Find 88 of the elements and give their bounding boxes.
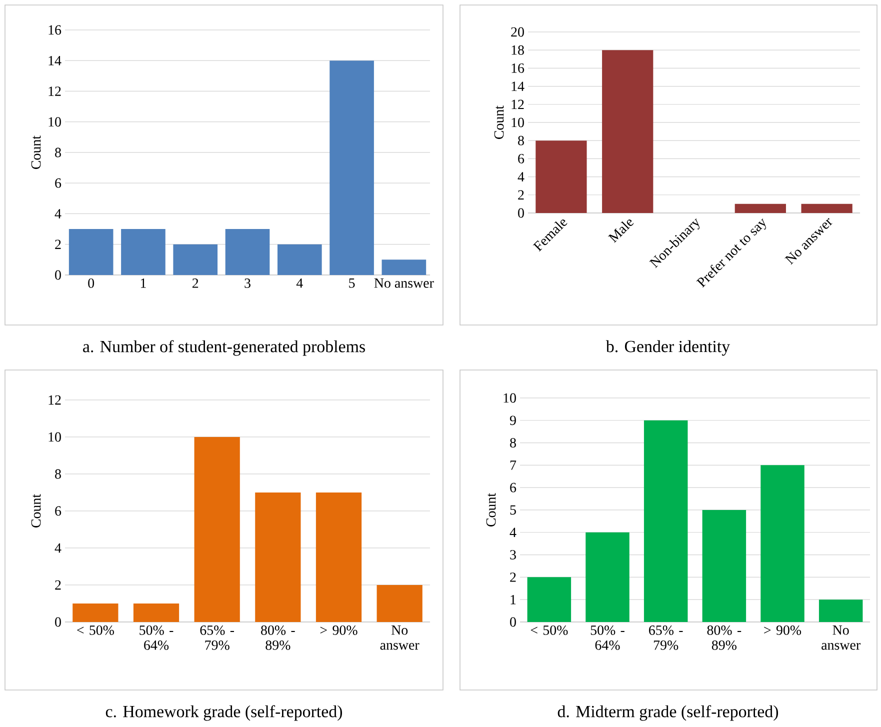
bar	[702, 510, 746, 622]
bar	[121, 229, 166, 275]
bar	[818, 600, 863, 622]
bar	[255, 492, 301, 622]
y-tick-label: 9	[510, 416, 516, 426]
y-tick-label: 20	[511, 27, 524, 37]
text: c. Homework grade (self-reported)	[106, 705, 342, 721]
y-tick-label: 6	[518, 154, 524, 164]
x-tick-label: 50% - 64%	[590, 626, 624, 650]
x-tick-label: 65% - 79%	[649, 626, 683, 650]
bar	[316, 492, 362, 622]
bar	[133, 603, 180, 622]
y-tick-label: 18	[512, 45, 524, 55]
y-tick-label: 0	[55, 270, 61, 280]
x-tick-label: 1	[140, 278, 146, 288]
y-tick-label: 8	[55, 148, 61, 158]
x-tick-label: 2	[192, 278, 198, 288]
y-tick-label: 6	[55, 178, 62, 188]
y-axis-title: Count	[31, 494, 41, 528]
y-tick-label: 10	[48, 117, 61, 127]
y-tick-label: 4	[54, 209, 62, 218]
y-tick-label: 4	[518, 172, 524, 182]
text: d. Midterm grade (self-reported)	[558, 705, 778, 721]
bar	[376, 584, 422, 622]
y-tick-label: 4	[54, 543, 62, 553]
bar	[72, 603, 118, 622]
x-tick-label: Male	[608, 220, 634, 243]
y-tick-label: 14	[48, 56, 62, 66]
y-tick-label: 3	[510, 550, 516, 560]
x-tick-label: No answer	[822, 625, 860, 650]
bar	[527, 577, 572, 622]
y-axis-title: Count	[494, 106, 504, 139]
x-tick-label: > 90%	[764, 626, 802, 635]
x-tick-label: < 50%	[77, 626, 114, 635]
bar	[644, 420, 688, 622]
y-tick-label: 2	[518, 190, 524, 200]
bar	[173, 244, 218, 275]
y-tick-label: 6	[510, 482, 516, 492]
x-tick-label: 0	[88, 278, 94, 288]
y-tick-label: 7	[510, 460, 516, 470]
x-tick-label: 65% - 79%	[200, 626, 234, 650]
bar	[194, 436, 240, 622]
y-tick-label: 8	[510, 438, 516, 448]
x-tick-label: 50% - 64%	[140, 626, 174, 650]
y-tick-label: 10	[48, 432, 61, 442]
y-tick-label: 6	[55, 506, 62, 516]
x-tick-label: No answer	[374, 278, 434, 288]
y-tick-label: 10	[512, 118, 524, 128]
y-tick-label: 12	[48, 395, 61, 405]
y-axis-title: Count	[486, 493, 496, 526]
y-axis-title: Count	[31, 136, 41, 169]
x-tick-label: 4	[296, 278, 303, 288]
bar	[277, 244, 322, 275]
bar	[382, 260, 426, 275]
y-tick-label: 1	[510, 594, 516, 604]
y-tick-label: 0	[510, 617, 516, 627]
bar	[801, 204, 852, 213]
y-tick-label: 16	[512, 64, 524, 73]
y-tick-label: 12	[512, 100, 524, 109]
x-tick-label: 80% - 89%	[261, 626, 295, 650]
y-tick-label: 2	[55, 580, 61, 590]
y-tick-label: 16	[48, 25, 62, 35]
text: b. Gender identity	[606, 340, 730, 356]
bar	[330, 60, 374, 275]
y-tick-label: 12	[48, 86, 61, 96]
x-tick-label: 5	[349, 278, 355, 288]
y-tick-label: 0	[518, 208, 524, 218]
y-tick-label: 2	[510, 572, 516, 582]
bar	[536, 140, 587, 213]
x-tick-label: > 90%	[320, 626, 358, 635]
text: a. Number of student-generated problems	[83, 340, 365, 356]
x-tick-label: < 50%	[530, 626, 568, 635]
x-tick-label: 3	[244, 278, 250, 288]
x-tick-label: 80% - 89%	[707, 626, 742, 650]
y-tick-label: 0	[55, 617, 61, 627]
bar	[586, 532, 630, 622]
y-tick-label: 8	[55, 469, 61, 479]
bar	[602, 50, 654, 213]
y-tick-label: 10	[504, 393, 516, 403]
y-tick-label: 14	[512, 82, 524, 91]
bar	[734, 204, 786, 213]
bar	[225, 229, 270, 275]
y-tick-label: 8	[518, 136, 524, 146]
bar	[68, 229, 114, 275]
y-tick-label: 5	[510, 505, 516, 515]
y-tick-label: 4	[510, 528, 516, 537]
x-tick-label: No answer	[380, 625, 420, 650]
bar	[760, 465, 804, 622]
